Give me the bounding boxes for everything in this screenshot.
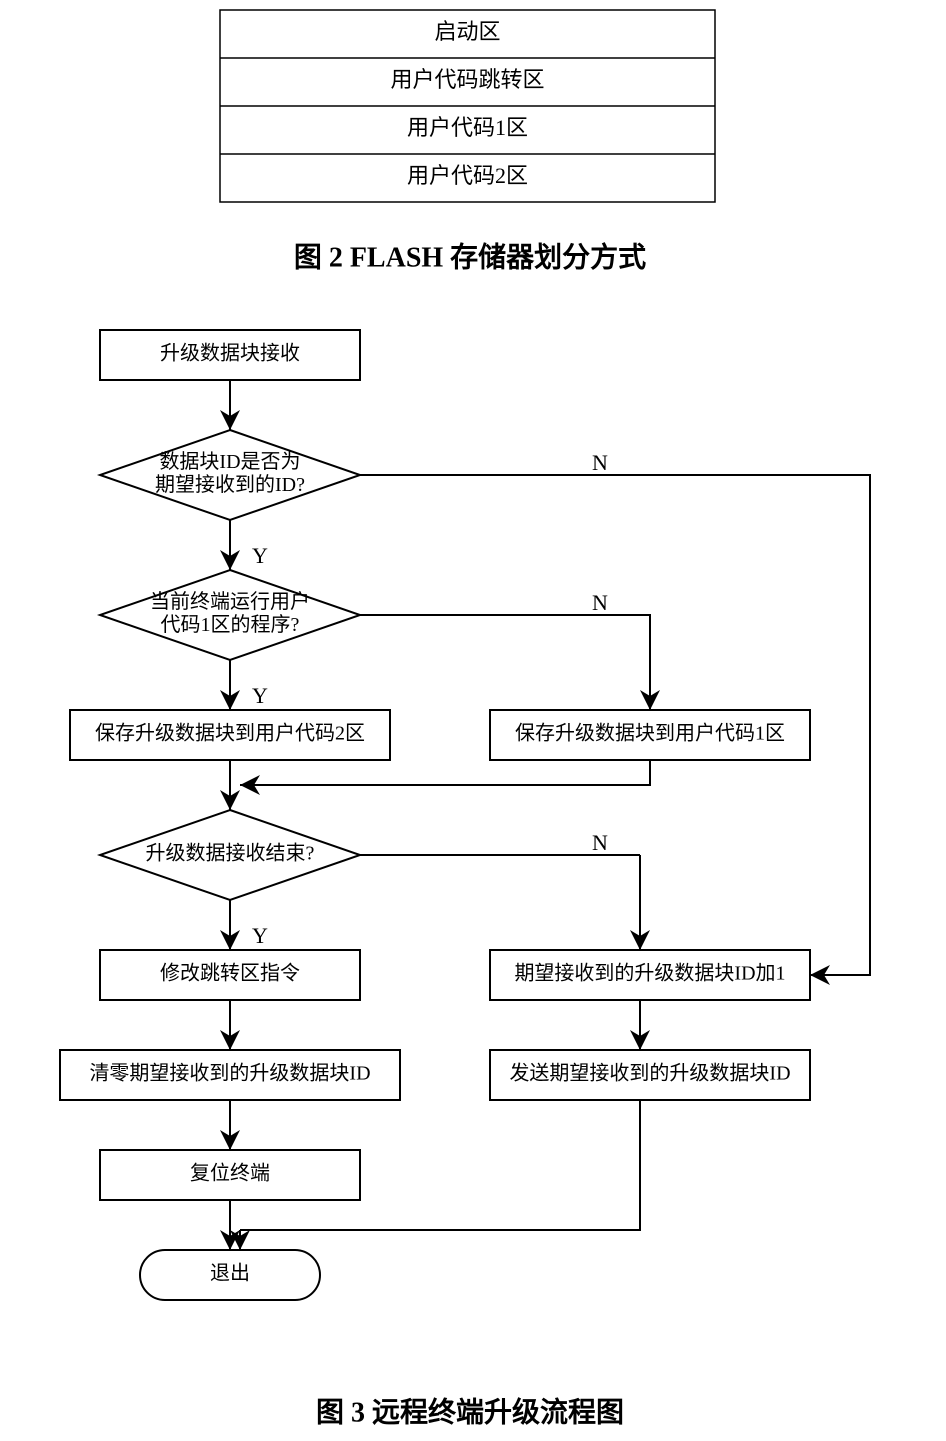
svg-text:用户代码跳转区: 用户代码跳转区 bbox=[390, 67, 544, 92]
svg-text:退出: 退出 bbox=[210, 1262, 250, 1285]
svg-text:用户代码1区: 用户代码1区 bbox=[407, 115, 528, 140]
svg-text:图 2 FLASH 存储器划分方式: 图 2 FLASH 存储器划分方式 bbox=[294, 240, 646, 273]
svg-text:升级数据接收结束?: 升级数据接收结束? bbox=[146, 842, 315, 865]
diagram-canvas: 启动区用户代码跳转区用户代码1区用户代码2区图 2 FLASH 存储器划分方式 Y… bbox=[0, 0, 946, 1441]
svg-text:数据块ID是否为: 数据块ID是否为 bbox=[159, 450, 300, 473]
svg-text:N: N bbox=[592, 590, 608, 615]
svg-text:发送期望接收到的升级数据块ID: 发送期望接收到的升级数据块ID bbox=[509, 1062, 790, 1085]
svg-text:修改跳转区指令: 修改跳转区指令 bbox=[160, 962, 300, 985]
svg-text:升级数据块接收: 升级数据块接收 bbox=[160, 342, 300, 365]
svg-text:N: N bbox=[592, 830, 608, 855]
svg-text:图 3 远程终端升级流程图: 图 3 远程终端升级流程图 bbox=[316, 1396, 624, 1428]
svg-text:代码1区的程序?: 代码1区的程序? bbox=[161, 613, 300, 636]
svg-text:启动区: 启动区 bbox=[434, 19, 500, 44]
svg-text:Y: Y bbox=[252, 683, 268, 708]
svg-text:期望接收到的升级数据块ID加1: 期望接收到的升级数据块ID加1 bbox=[514, 962, 785, 985]
svg-text:用户代码2区: 用户代码2区 bbox=[407, 163, 528, 188]
svg-text:Y: Y bbox=[252, 923, 268, 948]
svg-text:当前终端运行用户: 当前终端运行用户 bbox=[150, 590, 310, 613]
svg-text:Y: Y bbox=[252, 543, 268, 568]
svg-text:清零期望接收到的升级数据块ID: 清零期望接收到的升级数据块ID bbox=[89, 1062, 370, 1085]
svg-text:复位终端: 复位终端 bbox=[190, 1162, 270, 1185]
svg-text:保存升级数据块到用户代码1区: 保存升级数据块到用户代码1区 bbox=[515, 722, 785, 745]
svg-text:期望接收到的ID?: 期望接收到的ID? bbox=[155, 473, 305, 496]
svg-text:保存升级数据块到用户代码2区: 保存升级数据块到用户代码2区 bbox=[95, 722, 365, 745]
svg-text:N: N bbox=[592, 450, 608, 475]
